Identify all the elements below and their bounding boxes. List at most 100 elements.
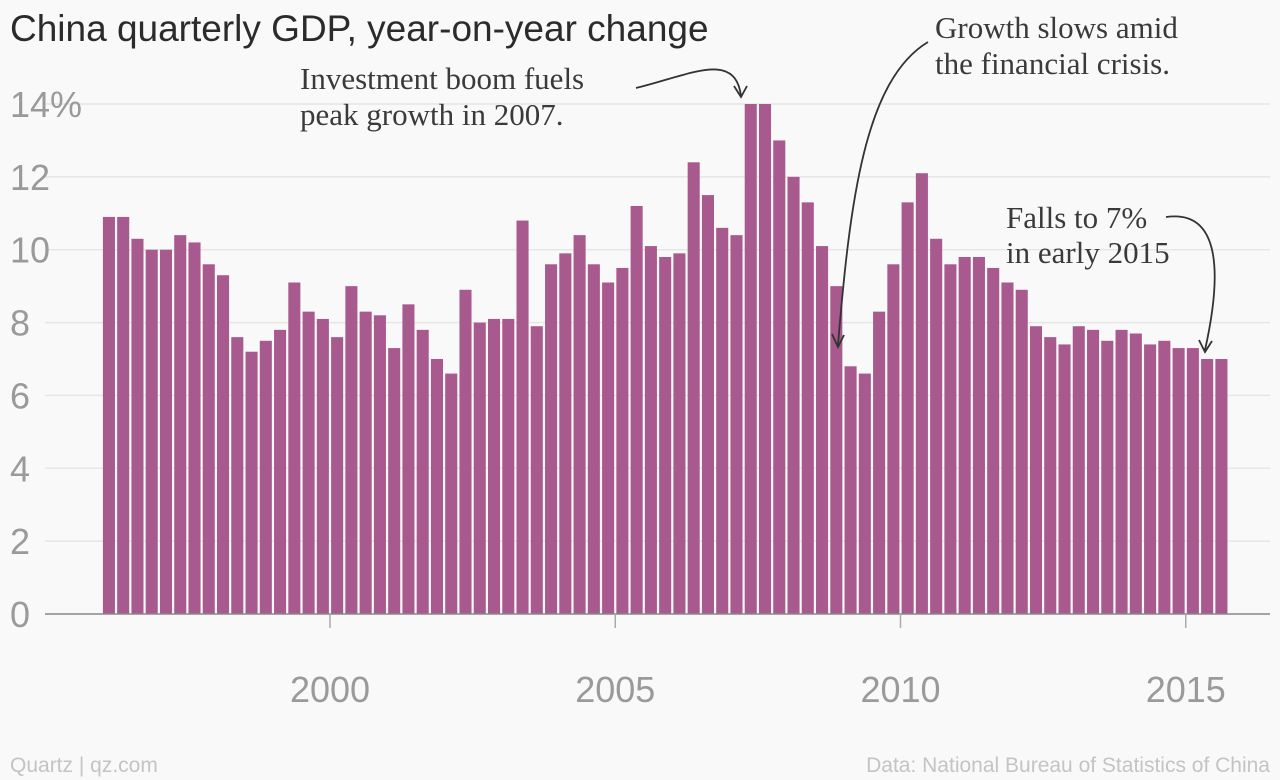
annotation-2015-arrowhead <box>1198 339 1213 354</box>
bar <box>1015 289 1028 614</box>
bar <box>545 264 558 614</box>
bar <box>402 304 415 614</box>
bar <box>1129 333 1142 614</box>
bar <box>716 227 729 615</box>
bar <box>659 257 672 614</box>
annotation-financial-crisis-line2: the financial crisis. <box>935 46 1170 81</box>
bar <box>573 235 586 614</box>
bar <box>730 235 743 614</box>
bar <box>1029 326 1043 614</box>
bar <box>288 282 301 614</box>
bar <box>758 104 772 614</box>
bar <box>502 318 515 614</box>
bar <box>373 315 386 614</box>
bar <box>616 267 629 614</box>
annotations: Investment boom fuels peak growth in 200… <box>300 10 1216 354</box>
bar <box>887 264 900 614</box>
bar <box>1087 329 1100 614</box>
y-tick-label: 14% <box>10 84 82 125</box>
y-tick-label: 2 <box>10 521 30 562</box>
bar <box>630 206 643 614</box>
bar <box>145 249 158 614</box>
bar <box>217 275 230 614</box>
bar <box>302 311 315 614</box>
bar <box>231 337 244 614</box>
bar <box>858 373 871 614</box>
bar <box>1201 359 1214 614</box>
y-tick-label: 0 <box>10 594 30 635</box>
bar <box>1001 282 1014 614</box>
bar <box>131 238 144 615</box>
annotation-financial-crisis-line1: Growth slows amid <box>935 10 1178 45</box>
annotation-peak-2007-arrowhead <box>733 85 748 99</box>
bar <box>1058 344 1071 614</box>
bar <box>388 348 401 614</box>
bar <box>202 264 215 614</box>
bar <box>673 253 686 615</box>
bar <box>516 220 529 614</box>
y-tick-label: 6 <box>10 375 30 416</box>
bar <box>159 249 173 614</box>
bar <box>930 238 943 615</box>
bar <box>1172 348 1185 614</box>
bar <box>801 202 814 615</box>
bar <box>174 235 187 614</box>
annotation-2015-arrow <box>1165 215 1216 351</box>
bar <box>416 329 429 614</box>
y-tick-labels: 0 2 4 6 8 10 12 14% <box>10 84 82 635</box>
bar <box>972 257 985 614</box>
annotation-2015-line1: Falls to 7% <box>1006 200 1147 235</box>
annotation-financial-crisis-arrow <box>837 41 929 346</box>
x-tick-label: 2000 <box>290 669 370 710</box>
bar <box>1044 337 1057 614</box>
bar <box>1186 348 1199 614</box>
bar <box>701 195 714 614</box>
annotation-peak-2007-line2: peak growth in 2007. <box>300 97 563 132</box>
bar <box>873 311 886 614</box>
y-tick-label: 12 <box>10 157 50 198</box>
annotation-peak-2007-line1: Investment boom fuels <box>300 61 584 96</box>
bar <box>559 253 572 615</box>
bar <box>316 318 329 614</box>
footer-source-right: Data: National Bureau of Statistics of C… <box>866 754 1270 777</box>
bar <box>844 366 857 614</box>
bar <box>1215 359 1228 614</box>
annotation-financial-crisis-arrowhead <box>831 333 845 350</box>
bar <box>445 373 458 614</box>
bar <box>345 286 358 614</box>
bar <box>359 311 372 614</box>
footer-source-left: Quartz | qz.com <box>10 754 158 777</box>
bar <box>773 140 786 614</box>
y-tick-label: 4 <box>10 448 30 489</box>
bar <box>744 104 757 614</box>
annotation-2015-line2: in early 2015 <box>1006 235 1170 270</box>
bar <box>530 326 543 614</box>
bar <box>602 282 615 614</box>
bar <box>245 351 258 614</box>
bar <box>787 176 800 615</box>
annotation-financial-crisis: Growth slows amid the financial crisis. <box>935 10 1186 81</box>
bar <box>915 173 928 614</box>
bar <box>487 318 501 614</box>
bar <box>1101 340 1114 614</box>
bar <box>430 359 443 614</box>
bar <box>459 289 472 614</box>
bar <box>958 257 971 614</box>
bar <box>816 246 829 614</box>
bar <box>644 246 657 614</box>
bar <box>944 264 957 614</box>
annotation-peak-2007-arrow <box>635 68 742 97</box>
y-tick-label: 10 <box>10 230 50 271</box>
x-tick-label: 2005 <box>575 669 655 710</box>
y-tick-label: 8 <box>10 303 30 344</box>
chart-title: China quarterly GDP, year-on-year change <box>10 8 709 49</box>
annotation-peak-2007: Investment boom fuels peak growth in 200… <box>300 61 592 132</box>
bar <box>102 216 115 614</box>
bar <box>188 242 201 614</box>
bar <box>473 322 486 614</box>
bar <box>830 286 843 614</box>
bar <box>117 216 130 614</box>
bar <box>331 337 344 614</box>
x-tick-label: 2015 <box>1146 669 1226 710</box>
